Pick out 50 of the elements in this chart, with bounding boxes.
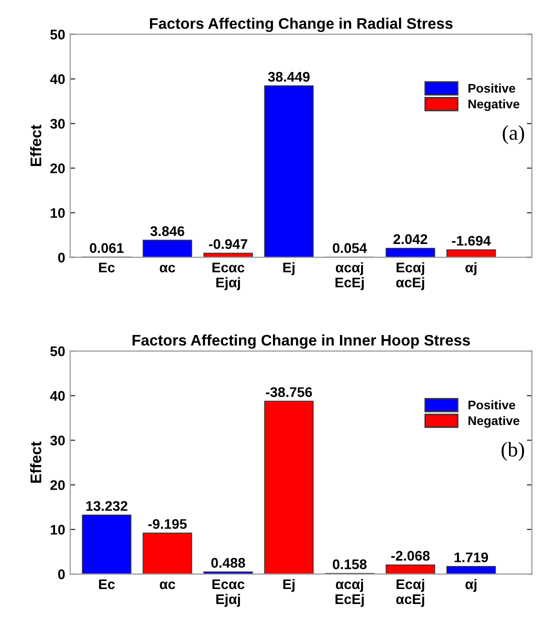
legend-label: Positive: [468, 84, 516, 93]
data-label: 3.846: [150, 226, 184, 236]
data-label: -1.694: [452, 236, 491, 246]
legend-label: Positive: [468, 400, 516, 410]
data-label: 13.232: [86, 501, 128, 511]
data-label: -38.756: [266, 387, 312, 398]
x-tick-label: αcαj EcEj: [336, 262, 364, 290]
data-label: 2.042: [394, 234, 428, 244]
data-label: -9.195: [148, 519, 187, 529]
x-tick-label: αcαj EcEj: [336, 578, 364, 607]
legend-label: Negative: [468, 416, 520, 428]
data-label: 0.158: [332, 559, 367, 570]
y-tick-label: 0: [58, 569, 65, 580]
y-tick-label: 40: [50, 74, 65, 84]
data-label: 38.449: [268, 72, 310, 82]
x-tick-label: Ecαj αcEj: [396, 578, 424, 607]
annotation: (b): [502, 442, 524, 461]
legend-label: Negative: [468, 99, 520, 111]
x-tick-label: Ecαj αcEj: [396, 262, 424, 290]
data-label: -2.068: [391, 550, 430, 561]
y-tick-label: 30: [50, 118, 65, 129]
y-tick-label: 30: [50, 436, 65, 446]
x-tick-label: Ej: [283, 578, 294, 592]
x-tick-label: Ej: [283, 262, 294, 276]
chart-title: Factors Affecting Change in Radial Stress: [150, 18, 453, 32]
annotation: (a): [502, 125, 524, 144]
x-tick-label: αc: [160, 582, 176, 590]
y-tick-label: 50: [50, 346, 65, 356]
chart-title: Factors Affecting Change in Inner Hoop Stress: [132, 334, 470, 349]
x-tick-label: αj: [465, 578, 476, 592]
y-tick-label: 10: [50, 524, 65, 535]
x-tick-label: Ecαc Ejαj: [212, 579, 244, 607]
x-tick-label: αj: [465, 262, 476, 276]
x-tick-label: Ec: [99, 579, 115, 590]
y-axis-title: Effect: [30, 124, 42, 166]
y-tick-label: 50: [50, 30, 65, 40]
x-tick-label: αc: [160, 264, 176, 272]
data-label: 0.488: [211, 558, 246, 568]
data-label: 0.061: [90, 243, 124, 253]
data-label: -0.947: [209, 239, 248, 250]
y-axis-title: Effect: [30, 442, 42, 483]
data-label: 0.054: [332, 243, 367, 253]
y-tick-label: 0: [58, 252, 65, 263]
y-tick-label: 40: [50, 390, 65, 401]
x-tick-label: Ecαc Ejαj: [212, 262, 244, 290]
data-label: 1.719: [454, 552, 488, 562]
y-tick-label: 10: [50, 208, 65, 218]
y-tick-label: 20: [50, 480, 65, 490]
x-tick-label: Ec: [99, 262, 115, 272]
y-tick-label: 20: [50, 163, 65, 174]
